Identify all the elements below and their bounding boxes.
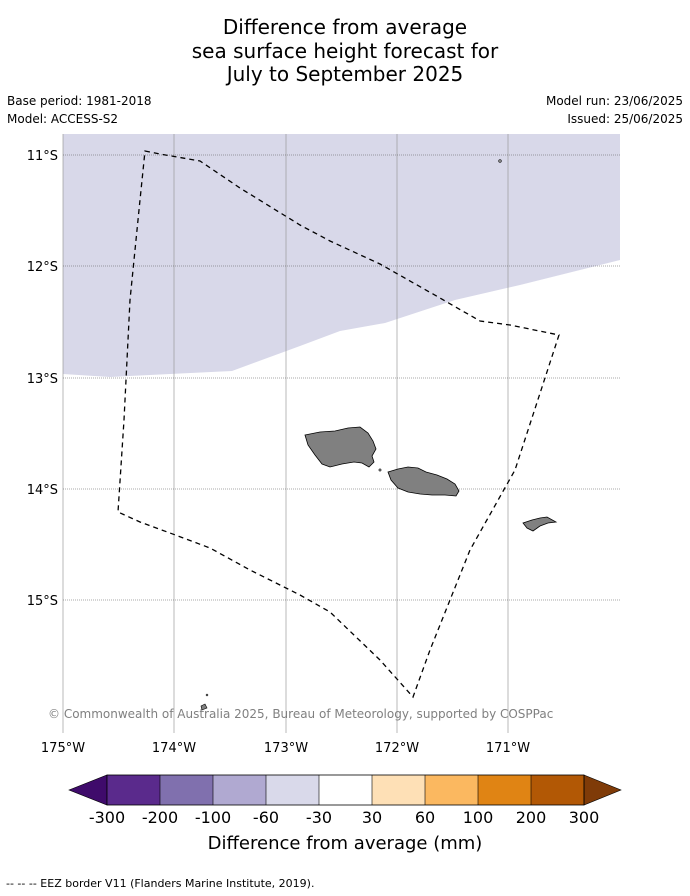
colorbar-bin xyxy=(319,775,372,805)
colorbar-dividers xyxy=(159,775,532,805)
lon-labels: 175°W 174°W 173°W 172°W 171°W xyxy=(41,741,530,756)
colorbar-bin xyxy=(478,775,531,805)
southwest-islet-2 xyxy=(205,693,209,697)
colorbar-bin xyxy=(213,775,266,805)
southwest-islet xyxy=(200,703,208,711)
colorbar-tick-label: -30 xyxy=(305,808,333,827)
colorbar-bin xyxy=(531,775,584,805)
colorbar-tick-label: -60 xyxy=(252,808,280,827)
colorbar-bin xyxy=(425,775,478,805)
lat-labels: 11°S 12°S 13°S 14°S 15°S xyxy=(27,149,58,609)
colorbar-tick-label: 60 xyxy=(414,808,436,827)
colorbar-tick-label: 30 xyxy=(361,808,383,827)
latitude-lines xyxy=(63,154,620,601)
lat-label: 12°S xyxy=(27,260,58,275)
colorbar-tick-label: -200 xyxy=(141,808,179,827)
small-islet xyxy=(378,468,382,472)
colorbar-bin xyxy=(107,775,160,805)
colorbar-tick-label: 300 xyxy=(568,808,600,827)
colorbar-bin xyxy=(160,775,213,805)
swains-island xyxy=(498,159,502,163)
issued-date: Issued: 25/06/2025 xyxy=(567,112,683,126)
copyright-notice: © Commonwealth of Australia 2025, Bureau… xyxy=(48,707,554,721)
lat-label: 14°S xyxy=(27,483,58,498)
colorbar-max-extension xyxy=(583,774,622,806)
savaii-island xyxy=(304,426,377,468)
colorbar-outline xyxy=(106,774,585,806)
title-line-1: Difference from average xyxy=(222,15,468,39)
lon-label: 172°W xyxy=(375,741,419,756)
lat-label: 13°S xyxy=(27,372,58,387)
upolu-island xyxy=(387,466,460,497)
title-line-3: July to September 2025 xyxy=(226,62,464,86)
title-line-2: sea surface height forecast for xyxy=(191,39,499,63)
base-period: Base period: 1981-2018 xyxy=(7,94,152,108)
colorbar-title: Difference from average (mm) xyxy=(207,833,483,854)
colorbar-tick-label: -100 xyxy=(194,808,232,827)
model-run: Model run: 23/06/2025 xyxy=(545,94,683,108)
negative-anomaly-region xyxy=(63,134,620,377)
colorbar-min-extension xyxy=(68,774,108,806)
lon-label: 175°W xyxy=(41,741,85,756)
lat-label: 15°S xyxy=(27,594,58,609)
model-name: Model: ACCESS-S2 xyxy=(7,112,119,126)
lon-label: 173°W xyxy=(264,741,308,756)
colorbar-bin xyxy=(266,775,319,805)
lon-label: 174°W xyxy=(152,741,196,756)
colorbar-tick-label: 200 xyxy=(515,808,547,827)
lon-label: 171°W xyxy=(486,741,530,756)
lat-label: 11°S xyxy=(27,149,58,164)
eez-footnote: -- -- -- EEZ border V11 (Flanders Marine… xyxy=(6,877,315,890)
colorbar-tick-label: 100 xyxy=(462,808,494,827)
graticule xyxy=(62,134,509,733)
colorbar-bin xyxy=(372,775,425,805)
tutuila-island xyxy=(522,516,558,532)
colorbar-tick-label: -300 xyxy=(88,808,126,827)
colorbar xyxy=(68,774,622,806)
